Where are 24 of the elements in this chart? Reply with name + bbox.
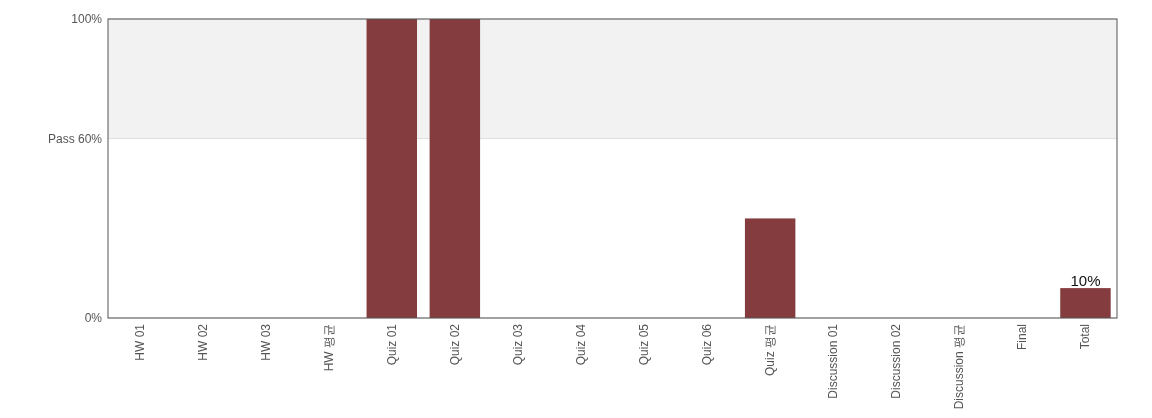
x-tick-label: Quiz 01: [384, 323, 399, 366]
x-tick-label: HW 02: [195, 323, 210, 361]
bar: [744, 218, 796, 318]
x-tick-label: Quiz 02: [447, 323, 462, 366]
x-tick-label: HW 01: [132, 323, 147, 361]
x-tick-label: Discussion 02: [889, 323, 904, 399]
bar: [429, 19, 481, 318]
y-tick-label: 0%: [84, 311, 103, 325]
x-tick-label: Quiz 03: [510, 323, 525, 366]
x-tick-label: Quiz 평균: [763, 324, 778, 377]
x-tick-label: Total: [1078, 324, 1093, 350]
data-label: 10%: [1070, 272, 1101, 290]
y-tick-label: Pass 60%: [47, 131, 103, 146]
x-tick-label: HW 03: [258, 323, 273, 361]
x-tick-label: Quiz 06: [700, 323, 715, 366]
x-tick-label: Final: [1015, 324, 1030, 351]
x-tick-label: HW 평균: [321, 324, 336, 372]
x-tick-label: Quiz 04: [573, 323, 588, 366]
x-tick-label: Discussion 평균: [952, 324, 967, 410]
x-tick-label: Quiz 05: [637, 323, 652, 366]
x-tick-label: Discussion 01: [826, 323, 841, 399]
bar: [1060, 288, 1111, 318]
bar: [366, 19, 418, 318]
y-tick-label: 100%: [71, 12, 103, 26]
